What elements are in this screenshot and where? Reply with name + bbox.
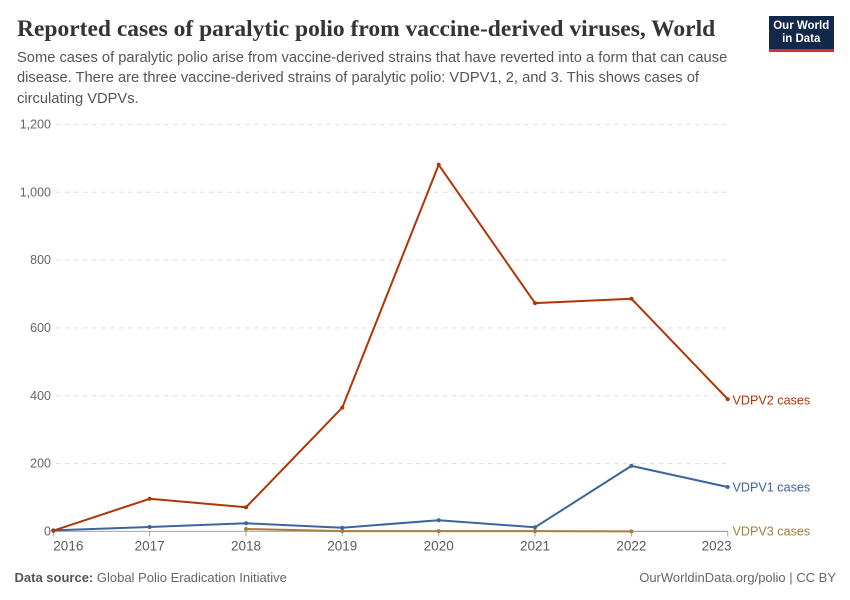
svg-text:2022: 2022 xyxy=(616,539,646,554)
svg-text:200: 200 xyxy=(30,457,51,471)
svg-text:VDPV2 cases: VDPV2 cases xyxy=(733,394,811,408)
svg-text:400: 400 xyxy=(30,389,51,403)
svg-text:VDPV3 cases: VDPV3 cases xyxy=(733,525,811,539)
svg-text:2021: 2021 xyxy=(520,539,550,554)
svg-text:1,000: 1,000 xyxy=(20,185,51,199)
svg-text:VDPV1 cases: VDPV1 cases xyxy=(733,481,811,495)
svg-text:800: 800 xyxy=(30,253,51,267)
svg-text:2023: 2023 xyxy=(702,539,732,554)
svg-text:0: 0 xyxy=(44,525,51,539)
svg-text:2017: 2017 xyxy=(135,539,165,554)
svg-text:2020: 2020 xyxy=(424,539,454,554)
svg-text:2019: 2019 xyxy=(327,539,357,554)
svg-text:600: 600 xyxy=(30,321,51,335)
svg-text:2016: 2016 xyxy=(53,539,83,554)
svg-text:2018: 2018 xyxy=(231,539,261,554)
svg-text:1,200: 1,200 xyxy=(20,118,51,132)
